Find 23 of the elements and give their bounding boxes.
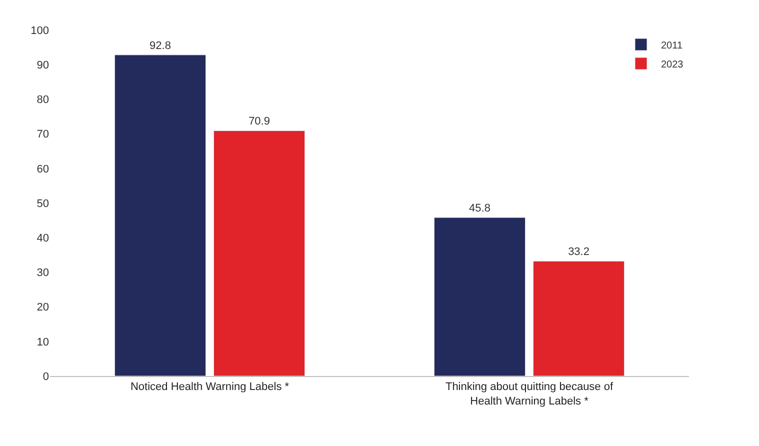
y-tick-label: 10 <box>36 336 49 348</box>
y-tick-label: 50 <box>36 198 49 210</box>
data-label: 33.2 <box>568 246 590 258</box>
y-tick-label: 70 <box>36 128 49 141</box>
y-tick-label: 60 <box>36 163 49 176</box>
y-tick-label: 90 <box>36 59 49 72</box>
bar <box>213 130 306 376</box>
data-label: 70.9 <box>248 116 270 128</box>
bar <box>532 260 625 376</box>
y-tick-label: 30 <box>36 267 49 280</box>
bar <box>434 217 526 376</box>
legend-label: 2023 <box>661 59 684 70</box>
y-tick-label: 100 <box>30 24 49 37</box>
bar <box>114 54 206 376</box>
legend-label: 2011 <box>661 40 683 52</box>
y-tick-label: 0 <box>42 370 49 383</box>
y-tick-label: 40 <box>36 232 49 244</box>
y-tick-label: 80 <box>36 94 49 106</box>
x-tick-label: Noticed Health Warning Labels * <box>130 381 290 394</box>
data-label: 45.8 <box>469 202 490 215</box>
x-tick-label: Thinking about quitting because of Health Warning Labels * <box>445 381 614 408</box>
data-label: 92.8 <box>150 40 171 52</box>
y-tick-label: 20 <box>36 302 49 314</box>
